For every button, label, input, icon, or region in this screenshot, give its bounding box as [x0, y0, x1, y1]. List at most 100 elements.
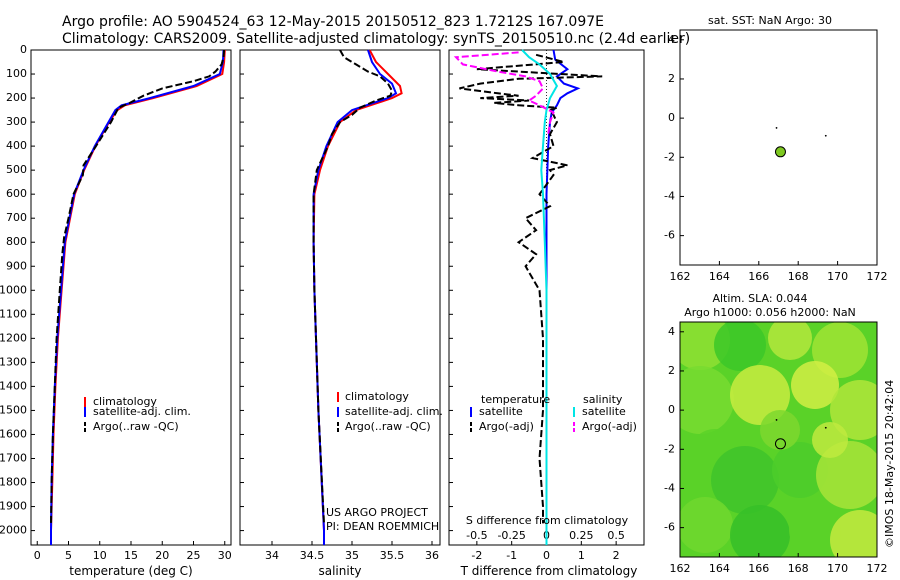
- sla-heatmap-cell: [830, 380, 877, 440]
- depth-tick-label: 100: [6, 67, 27, 80]
- y-tick-label: 4: [668, 325, 675, 338]
- depth-tick-label: 1100: [0, 307, 27, 320]
- sla-heatmap-cell: [714, 322, 766, 371]
- x-tick-label: 10: [93, 549, 107, 562]
- y-tick-label: 0: [668, 403, 675, 416]
- series-t-satellite: [545, 49, 581, 545]
- difference-profiles: [453, 49, 603, 545]
- y-tick-label: -6: [664, 229, 675, 242]
- depth-tick-label: 900: [6, 259, 27, 272]
- altim-sla-map: Altim. SLA: 0.044 Argo h1000: 0.056 h200…: [664, 292, 887, 575]
- salinity-x-axis: 34 34.5 35 35.5 36: [265, 541, 439, 562]
- x-tick-label: 25: [187, 549, 201, 562]
- project-annotation-line2: PI: DEAN ROEMMICH: [326, 520, 439, 533]
- y-tick-label: -2: [664, 442, 675, 455]
- legend-argo-label: Argo(..raw -QC): [345, 420, 431, 433]
- header-line1: Argo profile: AO 5904524_63 12-May-2015 …: [62, 14, 604, 30]
- series-argo-raw-qc-: [50, 49, 226, 524]
- sla-title-line1: Altim. SLA: 0.044: [712, 292, 807, 305]
- sla-title-line2: Argo h1000: 0.056 h2000: NaN: [684, 306, 856, 319]
- float-dot: [824, 426, 827, 429]
- sla-heatmap-cell: [812, 422, 848, 458]
- temperature-xlabel: temperature (deg C): [69, 564, 192, 578]
- x-tick-label: 170: [827, 562, 848, 575]
- depth-tick-label: 600: [6, 187, 27, 200]
- x-tick-label: 168: [788, 562, 809, 575]
- x-tick-label: 172: [867, 270, 888, 283]
- s-diff-xlabel: S difference from climatology: [466, 514, 629, 527]
- series-s-satellite: [521, 49, 559, 545]
- x-tick-label: 170: [827, 270, 848, 283]
- depth-tick-label: 1900: [0, 500, 27, 513]
- x-tick-label: 0: [34, 549, 41, 562]
- sla-heatmap-field: [680, 322, 877, 557]
- depth-tick-label: 1200: [0, 331, 27, 344]
- sla-heatmap-cell: [711, 446, 779, 514]
- temperature-panel: 0100200300400500600700800900100011001200…: [0, 43, 453, 578]
- temperature-profiles: [50, 49, 226, 545]
- x-tick-label: 0: [543, 549, 550, 562]
- s-tick-label: -0.25: [497, 529, 525, 542]
- y-tick-label: -4: [664, 481, 675, 494]
- x-tick-label: 15: [124, 549, 138, 562]
- x-tick-label: -1: [506, 549, 517, 562]
- argo-position-marker: [774, 438, 786, 450]
- sat-sst-axes: 162 164 166 168 170 172 4 2 0 -2 -4 -6: [664, 33, 887, 283]
- depth-tick-label: 1800: [0, 476, 27, 489]
- sla-axes: 162 164 166 168 170 172 4 2 0 -2 -4 -6: [664, 325, 887, 575]
- difference-legend-temperature: temperature satellite Argo(-adj): [470, 393, 550, 433]
- sla-heatmap-cell: [830, 510, 877, 557]
- series-t-argo-adj-: [459, 53, 603, 524]
- y-tick-label: -6: [664, 521, 675, 534]
- sla-heatmap-cell: [768, 322, 812, 360]
- legend-temperature-header: temperature: [481, 393, 550, 406]
- x-tick-label: 5: [65, 549, 72, 562]
- legend-satellite-label: satellite-adj. clim.: [93, 405, 191, 418]
- float-dot: [775, 127, 778, 129]
- sat-sst-points: [774, 127, 827, 158]
- legend-salinity-header: salinity: [583, 393, 623, 406]
- depth-tick-label: 1300: [0, 355, 27, 368]
- series-climatology: [312, 49, 403, 545]
- depth-tick-label: 500: [6, 163, 27, 176]
- depth-tick-label: 1500: [0, 403, 27, 416]
- sla-heatmap-cell: [816, 441, 877, 509]
- x-tick-label: 36: [425, 549, 439, 562]
- salinity-xlabel: salinity: [318, 564, 361, 578]
- imos-credit: ©IMOS 18-May-2015 20:42:04: [883, 380, 896, 548]
- x-tick-label: 2: [613, 549, 620, 562]
- sla-heatmap-cell: [680, 366, 734, 434]
- x-tick-label: 162: [670, 562, 691, 575]
- salinity-legend: climatology satellite-adj. clim. Argo(..…: [337, 390, 443, 433]
- depth-tick-label: 300: [6, 115, 27, 128]
- sla-heatmap-cell: [760, 410, 800, 450]
- sla-heatmap-cell: [791, 361, 839, 409]
- project-annotation-line1: US ARGO PROJECT: [326, 506, 428, 519]
- x-tick-label: 172: [867, 562, 888, 575]
- salinity-profiles: [312, 49, 403, 545]
- y-tick-label: 4: [668, 33, 675, 46]
- x-tick-label: 35: [345, 549, 359, 562]
- temperature-legend: climatology satellite-adj. clim. Argo(..…: [84, 395, 191, 433]
- x-tick-label: 1: [578, 549, 585, 562]
- legend-climatology-label: climatology: [345, 390, 409, 403]
- x-tick-label: 166: [748, 270, 769, 283]
- sat-sst-map: sat. SST: NaN Argo: 30 162 164 166 168 170 17…: [664, 14, 887, 283]
- sla-heatmap-cell: [730, 365, 790, 425]
- y-tick-label: 2: [668, 364, 675, 377]
- depth-tick-label: 800: [6, 235, 27, 248]
- t-diff-xlabel: T difference from climatology: [460, 564, 638, 578]
- depth-tick-label: 1400: [0, 379, 27, 392]
- depth-tick-label: 0: [20, 43, 27, 56]
- x-tick-label: 20: [155, 549, 169, 562]
- s-tick-label: 0.5: [607, 529, 625, 542]
- y-tick-label: -4: [664, 189, 675, 202]
- depth-tick-label: 1000: [0, 283, 27, 296]
- sla-heatmap: [680, 322, 877, 557]
- x-tick-label: 35.5: [380, 549, 405, 562]
- legend-satellite-label: satellite-adj. clim.: [345, 405, 443, 418]
- series-argo-raw-qc-: [312, 49, 394, 524]
- temperature-x-axis: 0 5 10 15 20 25 30: [34, 541, 232, 562]
- series-satellite-adj-clim-: [50, 49, 225, 545]
